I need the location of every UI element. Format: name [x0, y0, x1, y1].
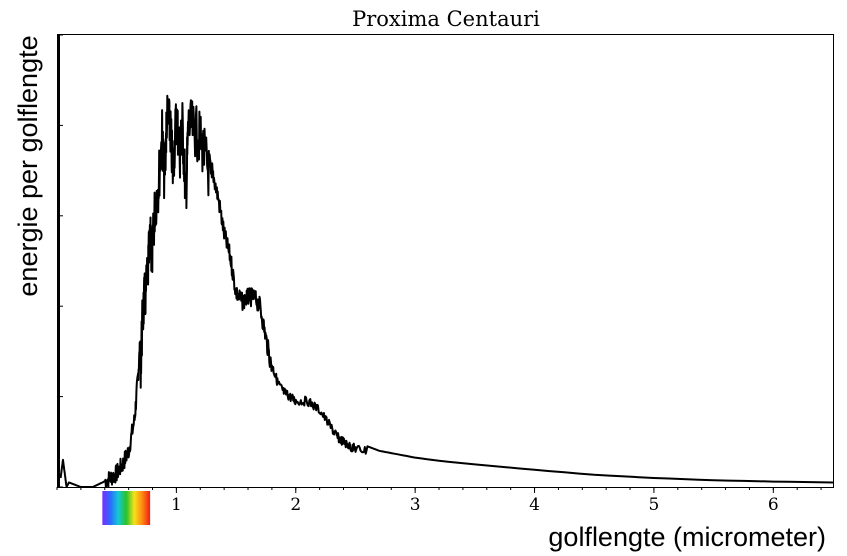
x-tick-label: 1 [171, 495, 182, 515]
visible-spectrum-bar [102, 491, 151, 525]
x-tick-label: 3 [410, 495, 421, 515]
y-axis-label: energie per golflengte [13, 35, 43, 296]
x-tick-label: 5 [649, 495, 660, 515]
chart-title: Proxima Centauri [352, 7, 540, 31]
series-layer [59, 94, 834, 488]
x-axis-ticks: 1 2 3 4 5 6 [56, 487, 822, 515]
x-tick-label: 2 [290, 495, 301, 515]
x-axis-label: golflengte (micrometer) [548, 522, 826, 552]
spectrum-line [59, 94, 834, 488]
visible-spectrum-swatch [102, 491, 151, 525]
x-tick-label: 6 [768, 495, 779, 515]
plot-frame [57, 34, 834, 488]
x-tick-label: 4 [529, 495, 540, 515]
